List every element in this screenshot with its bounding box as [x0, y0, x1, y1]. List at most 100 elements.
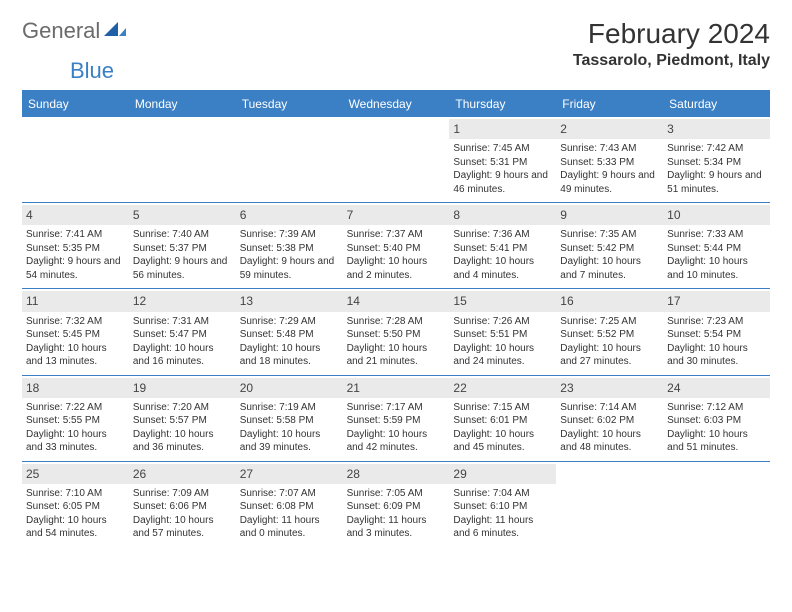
sunrise-line: Sunrise: 7:05 AM [347, 487, 446, 501]
calendar-cell: 15 Sunrise: 7:26 AM Sunset: 5:51 PM Dayl… [449, 288, 556, 374]
day-number: 10 [663, 205, 770, 225]
sunset-line: Sunset: 5:52 PM [560, 328, 659, 342]
daylight-line: Daylight: 10 hours and 48 minutes. [560, 428, 659, 455]
day-number: 25 [22, 464, 129, 484]
sunset-line: Sunset: 6:10 PM [453, 500, 552, 514]
sunrise-line: Sunrise: 7:39 AM [240, 228, 339, 242]
daylight-line: Daylight: 10 hours and 30 minutes. [667, 342, 766, 369]
calendar-cell: 27 Sunrise: 7:07 AM Sunset: 6:08 PM Dayl… [236, 461, 343, 547]
logo-text-left: General [22, 18, 100, 44]
sunset-line: Sunset: 5:57 PM [133, 414, 232, 428]
day-number: 4 [22, 205, 129, 225]
day-number: 14 [343, 291, 450, 311]
daylight-line: Daylight: 10 hours and 51 minutes. [667, 428, 766, 455]
day-number: 20 [236, 378, 343, 398]
location: Tassarolo, Piedmont, Italy [573, 52, 770, 70]
sunset-line: Sunset: 5:48 PM [240, 328, 339, 342]
calendar-cell: 20 Sunrise: 7:19 AM Sunset: 5:58 PM Dayl… [236, 375, 343, 461]
daylight-line: Daylight: 9 hours and 54 minutes. [26, 255, 125, 282]
title-block: February 2024 Tassarolo, Piedmont, Italy [573, 18, 770, 70]
sunrise-line: Sunrise: 7:07 AM [240, 487, 339, 501]
sunrise-line: Sunrise: 7:42 AM [667, 142, 766, 156]
day-number: 17 [663, 291, 770, 311]
sunset-line: Sunset: 5:47 PM [133, 328, 232, 342]
day-number: 13 [236, 291, 343, 311]
day-number: 24 [663, 378, 770, 398]
sunset-line: Sunset: 6:09 PM [347, 500, 446, 514]
day-number: 28 [343, 464, 450, 484]
sunrise-line: Sunrise: 7:04 AM [453, 487, 552, 501]
sunrise-line: Sunrise: 7:23 AM [667, 315, 766, 329]
sunset-line: Sunset: 5:45 PM [26, 328, 125, 342]
day-number: 15 [449, 291, 556, 311]
sunset-line: Sunset: 5:55 PM [26, 414, 125, 428]
daylight-line: Daylight: 9 hours and 56 minutes. [133, 255, 232, 282]
calendar-cell: 19 Sunrise: 7:20 AM Sunset: 5:57 PM Dayl… [129, 375, 236, 461]
daylight-line: Daylight: 10 hours and 21 minutes. [347, 342, 446, 369]
sunset-line: Sunset: 5:58 PM [240, 414, 339, 428]
daylight-line: Daylight: 9 hours and 59 minutes. [240, 255, 339, 282]
day-number: 23 [556, 378, 663, 398]
calendar-cell: 5 Sunrise: 7:40 AM Sunset: 5:37 PM Dayli… [129, 202, 236, 288]
daylight-line: Daylight: 10 hours and 39 minutes. [240, 428, 339, 455]
day-number: 8 [449, 205, 556, 225]
sunset-line: Sunset: 5:40 PM [347, 242, 446, 256]
calendar-cell: 21 Sunrise: 7:17 AM Sunset: 5:59 PM Dayl… [343, 375, 450, 461]
logo-text-right: Blue [70, 58, 114, 84]
month-title: February 2024 [573, 18, 770, 50]
day-number: 26 [129, 464, 236, 484]
sunrise-line: Sunrise: 7:09 AM [133, 487, 232, 501]
daylight-line: Daylight: 10 hours and 36 minutes. [133, 428, 232, 455]
sunset-line: Sunset: 5:50 PM [347, 328, 446, 342]
calendar-cell: 22 Sunrise: 7:15 AM Sunset: 6:01 PM Dayl… [449, 375, 556, 461]
calendar-cell: 12 Sunrise: 7:31 AM Sunset: 5:47 PM Dayl… [129, 288, 236, 374]
sunset-line: Sunset: 6:05 PM [26, 500, 125, 514]
day-number: 5 [129, 205, 236, 225]
calendar-cell: 28 Sunrise: 7:05 AM Sunset: 6:09 PM Dayl… [343, 461, 450, 547]
sunset-line: Sunset: 5:51 PM [453, 328, 552, 342]
calendar-cell: 14 Sunrise: 7:28 AM Sunset: 5:50 PM Dayl… [343, 288, 450, 374]
sunrise-line: Sunrise: 7:17 AM [347, 401, 446, 415]
daylight-line: Daylight: 10 hours and 2 minutes. [347, 255, 446, 282]
sunset-line: Sunset: 6:02 PM [560, 414, 659, 428]
calendar-cell-empty [343, 116, 450, 202]
daylight-line: Daylight: 9 hours and 49 minutes. [560, 169, 659, 196]
sunrise-line: Sunrise: 7:29 AM [240, 315, 339, 329]
daylight-line: Daylight: 9 hours and 51 minutes. [667, 169, 766, 196]
calendar-cell: 17 Sunrise: 7:23 AM Sunset: 5:54 PM Dayl… [663, 288, 770, 374]
calendar-cell-empty [556, 461, 663, 547]
day-number: 9 [556, 205, 663, 225]
daylight-line: Daylight: 11 hours and 3 minutes. [347, 514, 446, 541]
sunrise-line: Sunrise: 7:26 AM [453, 315, 552, 329]
calendar-cell: 7 Sunrise: 7:37 AM Sunset: 5:40 PM Dayli… [343, 202, 450, 288]
daylight-line: Daylight: 10 hours and 33 minutes. [26, 428, 125, 455]
sunrise-line: Sunrise: 7:35 AM [560, 228, 659, 242]
calendar-cell: 9 Sunrise: 7:35 AM Sunset: 5:42 PM Dayli… [556, 202, 663, 288]
day-header: Friday [556, 92, 663, 116]
day-number: 1 [449, 119, 556, 139]
calendar-cell: 24 Sunrise: 7:12 AM Sunset: 6:03 PM Dayl… [663, 375, 770, 461]
calendar-cell-empty [236, 116, 343, 202]
calendar-cell: 23 Sunrise: 7:14 AM Sunset: 6:02 PM Dayl… [556, 375, 663, 461]
sunset-line: Sunset: 5:38 PM [240, 242, 339, 256]
calendar-cell: 11 Sunrise: 7:32 AM Sunset: 5:45 PM Dayl… [22, 288, 129, 374]
sunrise-line: Sunrise: 7:43 AM [560, 142, 659, 156]
day-number: 2 [556, 119, 663, 139]
calendar-cell: 10 Sunrise: 7:33 AM Sunset: 5:44 PM Dayl… [663, 202, 770, 288]
sunset-line: Sunset: 5:33 PM [560, 156, 659, 170]
day-number: 18 [22, 378, 129, 398]
day-number: 7 [343, 205, 450, 225]
daylight-line: Daylight: 11 hours and 6 minutes. [453, 514, 552, 541]
calendar-cell: 26 Sunrise: 7:09 AM Sunset: 6:06 PM Dayl… [129, 461, 236, 547]
sunset-line: Sunset: 5:42 PM [560, 242, 659, 256]
sunset-line: Sunset: 6:03 PM [667, 414, 766, 428]
calendar-cell-empty [22, 116, 129, 202]
day-header: Wednesday [343, 92, 450, 116]
daylight-line: Daylight: 10 hours and 16 minutes. [133, 342, 232, 369]
sunrise-line: Sunrise: 7:28 AM [347, 315, 446, 329]
day-header: Monday [129, 92, 236, 116]
day-number: 27 [236, 464, 343, 484]
calendar-cell: 13 Sunrise: 7:29 AM Sunset: 5:48 PM Dayl… [236, 288, 343, 374]
day-number: 16 [556, 291, 663, 311]
sunrise-line: Sunrise: 7:22 AM [26, 401, 125, 415]
